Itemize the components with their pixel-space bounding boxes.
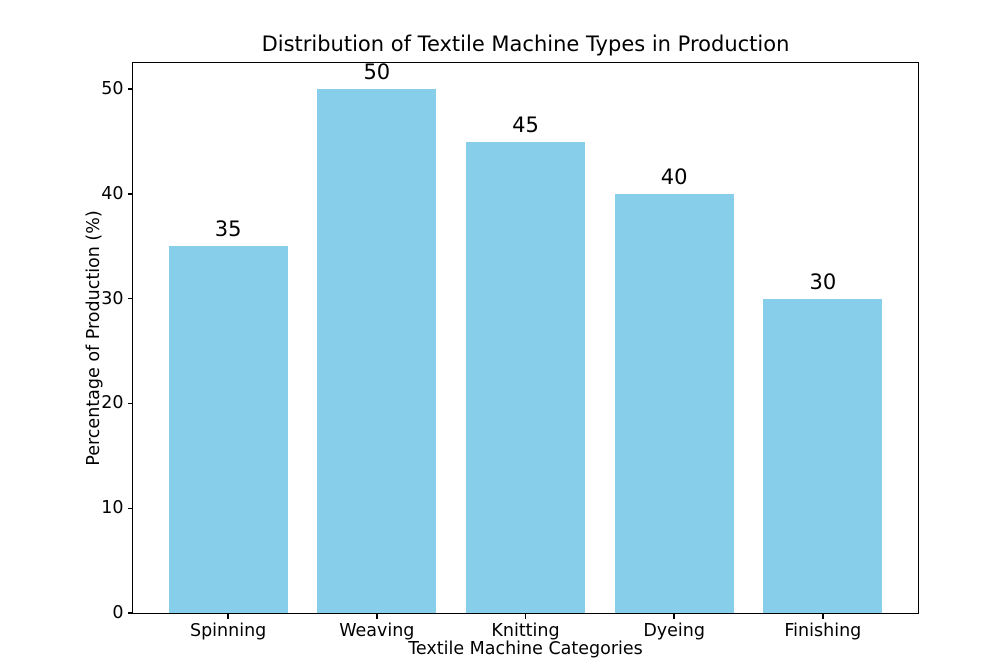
bar-value-label: 50 <box>363 60 391 85</box>
y-tick-mark <box>127 298 133 300</box>
bar-value-label: 45 <box>512 112 539 137</box>
y-tick-label: 20 <box>101 393 124 414</box>
y-tick-label: 30 <box>101 288 124 309</box>
y-tick-mark <box>127 507 133 509</box>
bar-value-label: 40 <box>660 164 688 189</box>
x-tick-mark <box>227 613 229 619</box>
y-tick-label: 10 <box>101 498 124 519</box>
y-tick-label: 0 <box>112 603 124 623</box>
x-tick-mark <box>822 613 824 619</box>
y-tick-mark <box>127 612 133 614</box>
x-tick-label-knitting: Knitting <box>491 621 560 641</box>
bar-dyeing <box>614 193 734 613</box>
y-tick-mark <box>127 88 133 90</box>
x-tick-mark <box>524 613 527 619</box>
bar-finishing <box>763 298 883 613</box>
y-tick-label: 40 <box>101 183 124 204</box>
x-tick-label-finishing: Finishing <box>784 621 862 641</box>
bar-spinning <box>168 246 288 613</box>
x-tick-mark <box>376 613 378 619</box>
y-tick-mark <box>127 193 133 195</box>
y-tick-mark <box>127 402 133 405</box>
x-axis-label: Textile Machine Categories <box>408 639 643 659</box>
bar-knitting <box>466 141 585 613</box>
y-tick-label: 50 <box>101 79 124 100</box>
chart-title: Distribution of Textile Machine Types in… <box>261 32 790 56</box>
bar-value-label: 30 <box>809 269 837 294</box>
x-tick-mark <box>673 613 675 619</box>
bar-value-label: 35 <box>214 217 242 242</box>
x-tick-label-weaving: Weaving <box>339 621 415 641</box>
bar-weaving <box>317 89 437 613</box>
x-tick-label-dyeing: Dyeing <box>643 621 705 641</box>
x-tick-label-spinning: Spinning <box>189 621 267 641</box>
